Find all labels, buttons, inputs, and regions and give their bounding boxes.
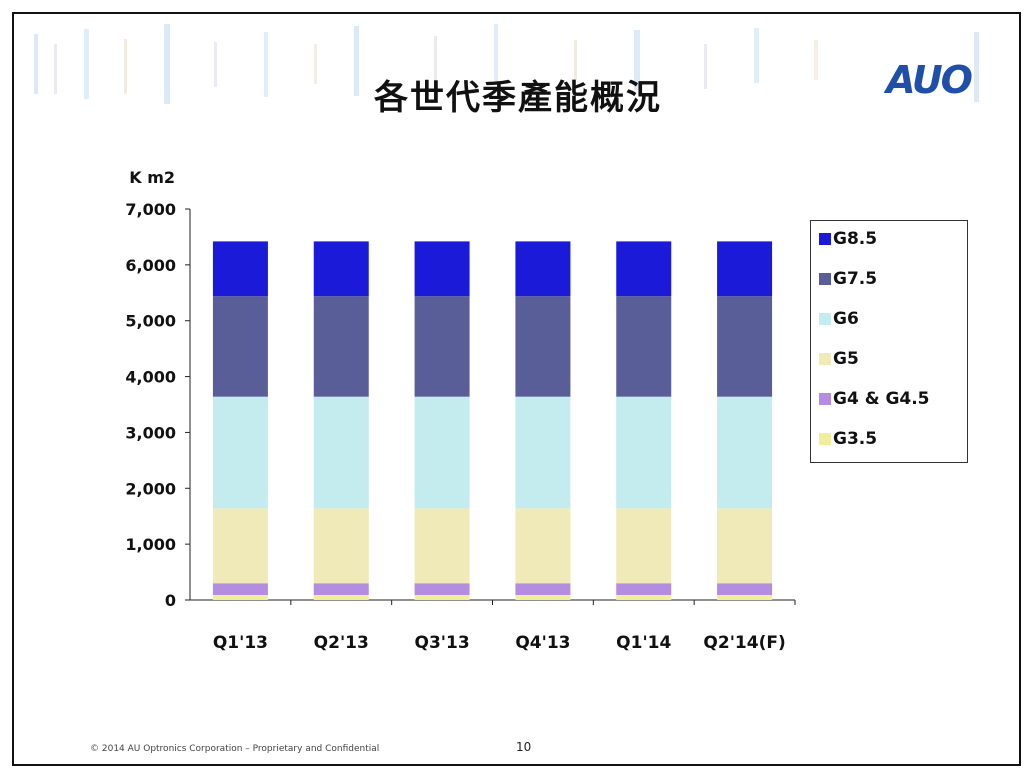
bar-segment: [515, 583, 571, 595]
y-tick-label: 3,000: [125, 423, 176, 442]
bar-segment: [717, 583, 773, 595]
y-tick-label: 5,000: [125, 312, 176, 331]
y-tick-label: 2,000: [125, 479, 176, 498]
y-tick-label: 0: [165, 591, 176, 610]
legend-swatch: [819, 393, 831, 405]
page-number: 10: [516, 740, 532, 754]
y-tick-label: 4,000: [125, 368, 176, 387]
y-axis-title: K m2: [129, 168, 175, 187]
legend-swatch: [819, 353, 831, 365]
bar-segment: [414, 241, 470, 297]
bar-segment: [212, 583, 268, 595]
bar-segment: [414, 396, 470, 509]
auo-logo: AUO: [886, 58, 973, 102]
bar-segment: [515, 594, 571, 600]
x-tick-label: Q1'13: [213, 633, 268, 653]
bar-segment: [212, 508, 268, 584]
bar-segment: [414, 583, 470, 595]
bar-segment: [616, 396, 672, 509]
y-tick-label: 1,000: [125, 535, 176, 554]
bar-segment: [616, 594, 672, 600]
x-tick-label: Q4'13: [515, 633, 570, 653]
bar-segment: [212, 396, 268, 509]
bar-segment: [313, 583, 369, 595]
bar-segment: [212, 594, 268, 600]
bar-segment: [616, 508, 672, 584]
bar-segment: [515, 241, 571, 297]
x-tick-label: Q2'14(F): [703, 633, 785, 653]
legend-item: G6: [819, 309, 859, 329]
legend-item: G8.5: [819, 229, 878, 249]
legend-label: G3.5: [833, 429, 878, 449]
bar-segment: [515, 508, 571, 584]
legend-swatch: [819, 433, 831, 445]
bar-segment: [212, 296, 268, 397]
bar-segment: [616, 296, 672, 397]
legend-item: G7.5: [819, 269, 878, 289]
legend-item: G5: [819, 349, 859, 369]
bar-segment: [313, 508, 369, 584]
legend-item: G3.5: [819, 429, 878, 449]
slide-title: 各世代季產能概況: [374, 78, 662, 118]
legend-label: G4 & G4.5: [833, 389, 930, 409]
legend-swatch: [819, 273, 831, 285]
chart-legend: G8.5 G7.5 G6 G5 G4 & G4.5 G3.5: [810, 220, 968, 463]
legend-label: G8.5: [833, 229, 878, 249]
header-decoration: [34, 24, 979, 104]
bar-segment: [717, 296, 773, 397]
x-tick-label: Q1'14: [616, 633, 671, 653]
legend-label: G5: [833, 349, 859, 369]
bar-segment: [313, 396, 369, 509]
bar-segment: [414, 508, 470, 584]
legend-swatch: [819, 233, 831, 245]
bar-segment: [313, 241, 369, 297]
bar-segment: [717, 241, 773, 297]
bar-segment: [212, 241, 268, 297]
x-tick-label: Q3'13: [415, 633, 470, 653]
bar-segment: [717, 508, 773, 584]
bar-segment: [313, 296, 369, 397]
bar-segment: [515, 396, 571, 509]
bar-segment: [414, 594, 470, 600]
bar-segment: [313, 594, 369, 600]
legend-item: G4 & G4.5: [819, 389, 930, 409]
legend-swatch: [819, 313, 831, 325]
legend-label: G7.5: [833, 269, 878, 289]
y-tick-label: 6,000: [125, 256, 176, 275]
legend-label: G6: [833, 309, 859, 329]
bar-segment: [717, 594, 773, 600]
copyright-footer: © 2014 AU Optronics Corporation – Propri…: [90, 744, 380, 754]
y-tick-label: 7,000: [125, 200, 176, 219]
bar-segment: [616, 583, 672, 595]
bar-segment: [515, 296, 571, 397]
x-tick-label: Q2'13: [314, 633, 369, 653]
bar-segment: [414, 296, 470, 397]
bar-segment: [717, 396, 773, 509]
bar-segment: [616, 241, 672, 297]
